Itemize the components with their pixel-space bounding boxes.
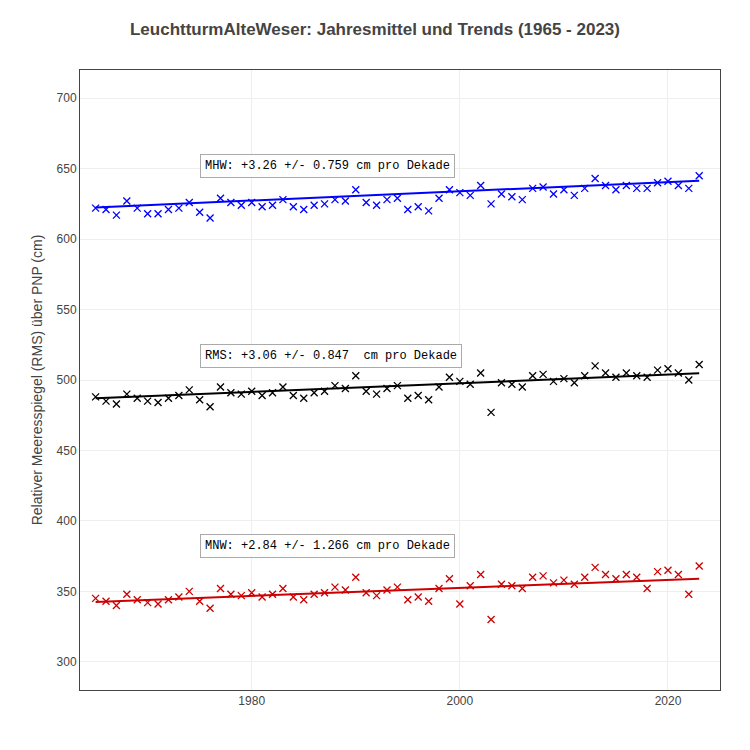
svg-text:700: 700	[57, 91, 77, 105]
svg-text:LeuchtturmAlteWeser: Jahresmit: LeuchtturmAlteWeser: Jahresmittel und Tr…	[130, 20, 620, 39]
svg-text:450: 450	[57, 444, 77, 458]
svg-text:MNW: +2.84 +/- 1.266 cm pro De: MNW: +2.84 +/- 1.266 cm pro Dekade	[205, 539, 450, 553]
svg-text:RMS: +3.06 +/- 0.847 cm pro D: RMS: +3.06 +/- 0.847 cm pro Dekade	[205, 349, 457, 363]
svg-text:350: 350	[57, 585, 77, 599]
svg-text:Relativer Meeresspiegel (RMS): Relativer Meeresspiegel (RMS) über PNP (…	[29, 235, 45, 526]
svg-text:2020: 2020	[655, 694, 682, 708]
svg-text:600: 600	[57, 232, 77, 246]
svg-text:550: 550	[57, 303, 77, 317]
svg-text:300: 300	[57, 655, 77, 669]
svg-text:400: 400	[57, 514, 77, 528]
svg-text:2000: 2000	[446, 694, 473, 708]
svg-text:500: 500	[57, 373, 77, 387]
svg-text:650: 650	[57, 162, 77, 176]
svg-text:MHW: +3.26 +/- 0.759 cm pro De: MHW: +3.26 +/- 0.759 cm pro Dekade	[205, 159, 450, 173]
svg-text:1980: 1980	[238, 694, 265, 708]
